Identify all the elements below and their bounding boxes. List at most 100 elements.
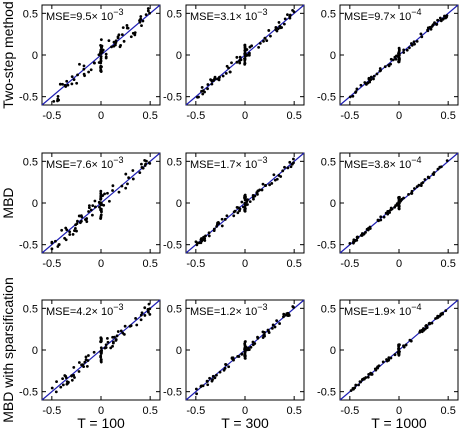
data-point [243,198,247,202]
data-point [70,378,74,382]
data-point [89,208,93,212]
data-point [144,13,148,17]
data-point [369,372,373,376]
data-point [379,218,383,222]
data-point [256,335,259,339]
data-point [264,184,267,188]
data-point [376,366,380,370]
data-point [99,65,103,69]
data-point [369,75,373,79]
data-point [64,226,68,230]
data-point [138,171,142,175]
data-point [355,87,359,91]
data-point [289,165,293,169]
data-point [89,68,93,72]
data-point [83,360,87,364]
data-point [232,214,236,218]
data-point [246,198,250,201]
data-point [85,364,89,368]
data-point [409,42,413,45]
data-point [351,94,355,98]
data-point [420,35,424,39]
data-point [99,346,103,350]
data-point [121,26,125,30]
y-tick-label: 0.5 [23,303,38,315]
data-point [351,386,355,390]
data-point [438,16,442,20]
data-point [64,85,68,88]
x-tick-label: 0 [396,258,402,270]
data-point [430,321,434,325]
x-tick-label: 0.5 [441,405,456,417]
data-point [148,307,152,311]
data-point [119,43,123,47]
data-point [215,224,219,228]
data-point [233,209,237,213]
y-tick-label: 0 [32,345,38,357]
data-point [99,70,103,73]
mse-annotation: MSE=1.9× 10−4 [344,302,422,318]
data-point [389,206,393,210]
data-point [243,340,247,343]
data-point [79,214,83,218]
data-point [357,383,360,387]
data-point [407,192,410,196]
data-point [419,32,423,36]
data-point [104,52,108,56]
data-point [217,78,221,82]
data-point [268,183,272,187]
data-point [70,82,74,86]
data-point [224,363,228,367]
data-point [365,227,369,231]
data-point [131,177,135,181]
data-point [99,38,103,42]
data-point [147,161,151,165]
data-point [195,243,199,247]
data-point [270,182,274,185]
data-point [116,36,120,40]
data-point [103,192,106,196]
data-point [292,10,296,14]
data-point [379,215,383,219]
data-point [408,338,412,342]
data-point [240,200,244,204]
data-point [348,242,352,245]
data-point [77,361,81,364]
data-point [415,39,419,43]
data-point [269,34,272,38]
y-tick-label: 0.5 [23,8,38,20]
data-point [77,214,81,218]
data-point [241,205,245,209]
data-point [263,330,266,334]
data-point [65,380,69,384]
data-point [396,351,400,354]
data-point [436,167,440,171]
data-point [99,55,103,58]
data-point [410,189,414,193]
data-point [99,191,103,195]
data-point [148,11,151,15]
data-point [247,348,251,352]
data-point [106,191,109,195]
x-tick-label: -0.5 [186,258,205,270]
data-point [423,178,427,181]
x-tick-label: 0 [98,110,104,122]
data-point [213,376,217,380]
scatter-panel-2-1: -0.5 -0.5 0 0 0.5 0.5 MSE=1.2× 10−3 [163,299,305,417]
data-point [50,386,54,390]
data-point [356,235,360,239]
x-tick-label: 0 [98,405,104,417]
data-point [199,385,203,388]
data-point [238,55,242,59]
data-point [421,181,425,184]
data-point [263,36,267,40]
y-tick-label: -0.5 [163,240,182,252]
data-point [131,31,135,35]
data-point [435,23,438,26]
scatter-panel-1-1: -0.5 -0.5 0 0 0.5 0.5 MSE=1.7× 10−3 [163,152,305,270]
data-point [389,57,393,61]
data-point [107,39,111,42]
y-tick-label: 0 [176,50,182,62]
data-point [104,55,108,59]
data-point [75,229,78,233]
